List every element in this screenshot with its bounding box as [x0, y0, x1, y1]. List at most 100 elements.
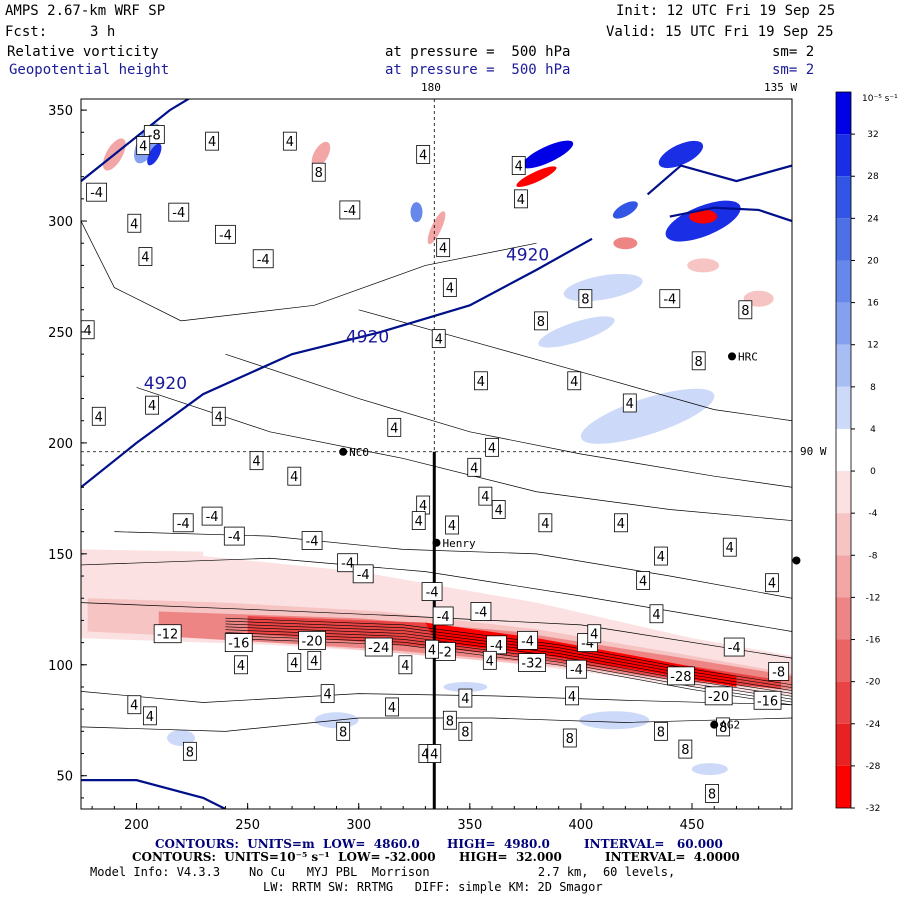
pos-patch-1 [580, 388, 715, 444]
vorticity-label: -4 [252, 249, 274, 269]
svg-text:4: 4 [252, 455, 260, 470]
svg-text:-2: -2 [439, 645, 452, 660]
svg-text:4: 4 [64, 375, 72, 390]
x-tick-label: 450 [680, 818, 705, 833]
svg-text:4: 4 [726, 541, 734, 556]
svg-text:4: 4 [390, 421, 398, 436]
svg-text:-8: -8 [148, 129, 161, 144]
colorbar-label: 16 [867, 299, 879, 309]
field2-smoothing: sm= 2 [772, 62, 815, 78]
station-dot [339, 447, 348, 456]
vorticity-label: 4 [431, 329, 446, 349]
colorbar-segment [836, 428, 851, 472]
pos-patch-7 [443, 681, 488, 692]
svg-text:4: 4 [419, 499, 427, 514]
svg-text:4: 4 [568, 690, 576, 705]
svg-text:-4: -4 [228, 530, 241, 545]
svg-text:4: 4 [435, 333, 443, 348]
vorticity-contour-high: HIGH= 32.000 [459, 850, 562, 864]
x-tick-label: 300 [346, 818, 371, 833]
contour-d [81, 691, 792, 706]
svg-text:8: 8 [741, 304, 749, 319]
height-contour-units: CONTOURS: UNITS=m LOW= 4860.0 [155, 837, 420, 851]
vorticity-label: 8 [442, 710, 457, 730]
height-contour-ne2 [669, 206, 792, 223]
vorticity-label: 8 [716, 717, 731, 737]
vorticity-label: 4 [249, 451, 264, 471]
vorticity-label: 4 [474, 371, 488, 391]
vorticity-label: -8 [768, 662, 790, 681]
colorbar-label: -16 [866, 636, 881, 646]
colorbar-label: 8 [870, 383, 876, 393]
north-neg-7 [687, 258, 720, 273]
vorticity-contour-units: CONTOURS: UNITS=10⁻⁵ s⁻¹ LOW= -32.000 [132, 850, 436, 864]
init-time: Init: 12 UTC Fri 19 Sep 25 [616, 3, 836, 19]
colorbar-label: 0 [870, 467, 876, 477]
vorticity-label: 4 [282, 131, 297, 151]
svg-text:4: 4 [617, 517, 625, 532]
svg-text:4: 4 [310, 654, 318, 669]
colorbar-segment [836, 765, 851, 808]
vorticity-label: 4 [287, 466, 302, 486]
svg-text:-4: -4 [728, 641, 741, 656]
colorbar-segment [836, 218, 851, 261]
svg-text:4: 4 [590, 628, 598, 643]
colorbar-label: -24 [866, 720, 881, 730]
svg-text:4: 4 [439, 242, 447, 257]
svg-text:4: 4 [486, 654, 494, 669]
colorbar-segment [836, 597, 851, 640]
svg-text:4: 4 [461, 692, 469, 707]
vorticity-label: 8 [691, 351, 706, 371]
svg-text:8: 8 [339, 725, 347, 740]
vorticity-label: 4 [614, 513, 628, 533]
y-tick-label: 250 [48, 326, 73, 341]
vorticity-label: 4 [26, 327, 39, 345]
vorticity-label: 4 [722, 537, 737, 557]
svg-text:-12: -12 [157, 628, 178, 643]
north-neg-6 [613, 237, 638, 250]
vorticity-label: 8 [534, 311, 548, 331]
svg-text:-4: -4 [341, 557, 354, 572]
svg-text:4: 4 [130, 217, 138, 232]
y-tick-label: 300 [48, 215, 73, 230]
vorticity-label: 4 [211, 406, 226, 426]
jet-contour-3 [225, 626, 792, 694]
vorticity-label: 4 [398, 655, 413, 675]
height-4920-contour [81, 237, 593, 489]
north-pos-4 [658, 140, 704, 169]
vorticity-label: 4 [478, 486, 493, 506]
colorbar-units: 10⁻⁵ s⁻¹ [862, 94, 898, 104]
vorticity-label: -4 [301, 531, 323, 550]
vorticity-label: 4 [81, 320, 95, 340]
vorticity-label: 4 [138, 247, 153, 266]
axis-ticks: 200 250 300 350 400 450 50 100 150 200 250 300 350 [48, 104, 782, 833]
jet-contour-4 [225, 629, 792, 697]
north-pos-3 [521, 140, 574, 169]
svg-text:-4: -4 [257, 253, 270, 268]
svg-text:-4: -4 [490, 639, 503, 654]
vorticity-label: 4 [91, 406, 106, 426]
lon-label-135w: 135 W [764, 81, 798, 94]
forecast-label: Fcst: [5, 24, 48, 40]
vorticity-label: 4 [442, 278, 457, 297]
svg-text:8: 8 [315, 166, 323, 181]
field2-name: Geopotential height [9, 62, 170, 78]
vorticity-label: -20 [704, 686, 733, 706]
x-tick-label: 250 [235, 818, 260, 833]
vorticity-label: -16 [753, 690, 782, 710]
vorticity-label: 4 [287, 653, 302, 672]
height-label: 4920 [506, 245, 549, 265]
vorticity-label: 4 [385, 697, 399, 717]
station-label: HRC [738, 350, 758, 363]
colorbar-label: 28 [867, 172, 879, 182]
vorticity-label: -4 [352, 564, 374, 584]
field1-smoothing: sm= 2 [772, 44, 815, 60]
svg-text:8: 8 [657, 725, 665, 740]
svg-text:4: 4 [652, 608, 660, 623]
vorticity-label: 8 [311, 162, 326, 182]
north-pos-1-core [147, 143, 162, 166]
svg-text:-4: -4 [426, 586, 439, 601]
vorticity-label: 8 [578, 289, 593, 309]
y-tick-label: 200 [48, 437, 73, 452]
svg-text:-4: -4 [90, 186, 103, 201]
